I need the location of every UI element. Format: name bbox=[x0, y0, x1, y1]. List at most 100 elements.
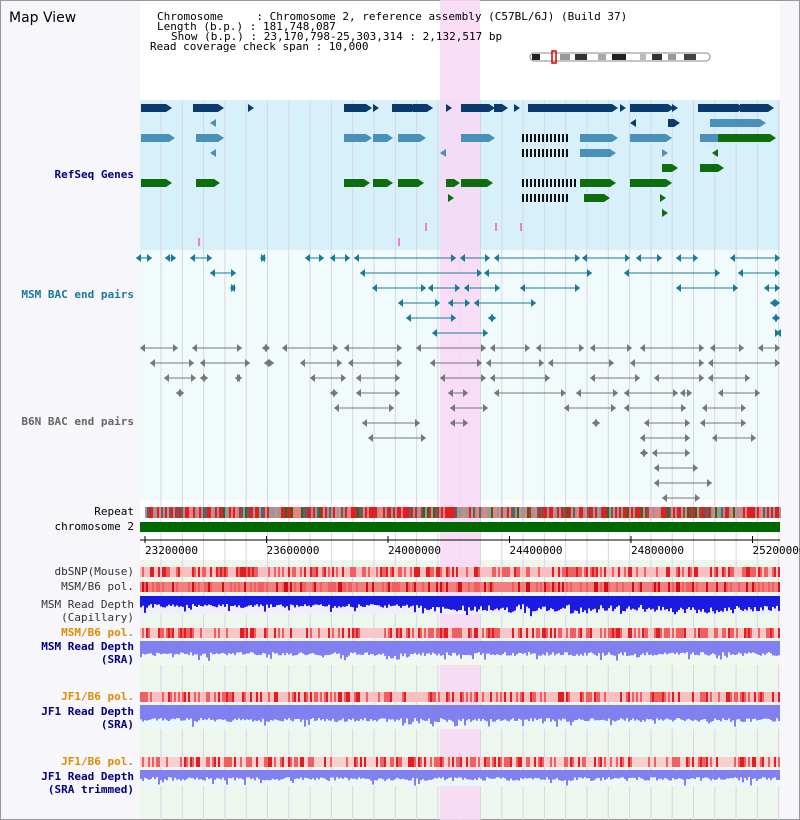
msm-capillary-depth-bar bbox=[318, 596, 320, 605]
gene bbox=[710, 119, 760, 127]
dbsnp-cell bbox=[580, 567, 582, 577]
exon bbox=[558, 194, 560, 202]
repeat-element bbox=[305, 507, 307, 518]
repeat-element bbox=[561, 507, 563, 518]
msm-sra-depth-bar bbox=[498, 641, 500, 655]
jf1-pol-trim-cell bbox=[486, 757, 488, 767]
msm-pol-sra-cell bbox=[250, 628, 252, 638]
dbsnp-cell bbox=[410, 567, 412, 577]
msm-pol-sra-cell bbox=[140, 628, 142, 638]
b6n-bac-label[interactable]: B6N BAC end pairs bbox=[21, 415, 134, 428]
jf1-sra-depth-bar bbox=[744, 705, 746, 722]
dbsnp-cell bbox=[324, 567, 326, 577]
repeat-element bbox=[287, 507, 289, 518]
bac-end-left bbox=[305, 254, 310, 262]
bac-end-right bbox=[625, 254, 630, 262]
jf1-sra-depth-bar bbox=[148, 705, 150, 721]
repeat-element bbox=[631, 507, 633, 518]
jf1-trimmed-depth-bar bbox=[362, 770, 364, 779]
refseq-label[interactable]: RefSeq Genes bbox=[54, 168, 134, 181]
msm-pol-cell bbox=[148, 582, 150, 592]
jf1-pol-cell bbox=[192, 692, 194, 702]
repeat-element bbox=[551, 507, 553, 518]
msm-capillary-depth-bar bbox=[674, 596, 676, 615]
msm-bac-label[interactable]: MSM BAC end pairs bbox=[21, 288, 134, 301]
jf1-pol-trim-cell bbox=[320, 757, 322, 767]
jf1-pol-cell bbox=[468, 692, 470, 702]
jf1-trimmed-depth-bar bbox=[674, 770, 676, 780]
jf1-sra-depth-bar bbox=[420, 705, 422, 719]
msm-pol-sra-cell bbox=[760, 628, 762, 638]
msm-pol-sra-cell bbox=[692, 628, 694, 638]
jf1-trimmed-depth-bar bbox=[418, 770, 420, 785]
jf1-pol-trim-cell bbox=[238, 757, 240, 767]
gene-arrow bbox=[387, 134, 393, 142]
msm-pol-cell bbox=[202, 582, 204, 592]
msm-pol-sra-cell bbox=[570, 628, 572, 638]
jf1-pol-cell bbox=[652, 692, 654, 702]
jf1-pol-cell bbox=[300, 692, 302, 702]
msm-capillary-depth-bar bbox=[226, 596, 228, 605]
repeat-element bbox=[157, 507, 159, 518]
msm-sra-depth-bar bbox=[534, 641, 536, 654]
dbsnp-cell bbox=[254, 567, 256, 577]
msm-b6-pol-label-2: MSM/B6 pol. bbox=[61, 626, 134, 639]
jf1-trimmed-depth-bar bbox=[348, 770, 350, 781]
jf1-sra-depth-bar bbox=[188, 705, 190, 720]
jf1-trimmed-depth-bar bbox=[706, 770, 708, 778]
msm-pol-sra-cell bbox=[184, 628, 186, 638]
msm-pol-cell bbox=[720, 582, 722, 592]
msm-sra-depth-bar bbox=[698, 641, 700, 656]
msm-pol-cell bbox=[358, 582, 360, 592]
msm-capillary-depth-bar bbox=[766, 596, 768, 607]
jf1-pol-cell bbox=[686, 692, 688, 702]
msm-pol-sra-cell bbox=[648, 628, 650, 638]
msm-pol-sra-cell bbox=[640, 628, 642, 638]
msm-pol-sra-cell bbox=[146, 628, 148, 638]
jf1-pol-trim-cell bbox=[308, 757, 310, 767]
repeat-element bbox=[219, 507, 221, 518]
msm-sra-depth-bar bbox=[690, 641, 692, 655]
msm-pol-sra-cell bbox=[488, 628, 490, 638]
bac-end-right bbox=[269, 359, 274, 367]
jf1-pol-trim-cell bbox=[178, 757, 180, 767]
exon bbox=[538, 149, 540, 157]
bac-end-left bbox=[484, 269, 489, 277]
dbsnp-cell bbox=[390, 567, 392, 577]
jf1-sra-depth-bar bbox=[352, 705, 354, 719]
repeat-element bbox=[265, 507, 267, 518]
jf1-pol-cell bbox=[466, 692, 468, 702]
msm-pol-sra-cell bbox=[666, 628, 668, 638]
jf1-pol-cell bbox=[576, 692, 578, 702]
jf1-trimmed-depth-bar bbox=[498, 770, 500, 778]
repeat-element bbox=[393, 507, 395, 518]
dbsnp-cell bbox=[332, 567, 334, 577]
repeat-element bbox=[665, 507, 667, 518]
repeat-element bbox=[319, 507, 321, 518]
msm-pol-sra-cell bbox=[554, 628, 556, 638]
jf1-pol-cell bbox=[242, 692, 244, 702]
jf1-sra-depth-bar bbox=[616, 705, 618, 721]
ideogram-band bbox=[560, 54, 570, 60]
gene-arrow bbox=[366, 134, 372, 142]
jf1-pol-cell bbox=[724, 692, 726, 702]
msm-sra-depth-bar bbox=[280, 641, 282, 656]
jf1-pol-trim-cell bbox=[604, 757, 606, 767]
msm-pol-sra-cell bbox=[188, 628, 190, 638]
jf1-pol-trim-cell bbox=[200, 757, 202, 767]
jf1-pol-trim-cell bbox=[296, 757, 298, 767]
jf1-sra-depth-bar bbox=[444, 705, 446, 720]
msm-pol-cell bbox=[398, 582, 400, 592]
msm-sra-depth-bar bbox=[336, 641, 338, 654]
msm-pol-cell bbox=[616, 582, 618, 592]
jf1-sra-depth-bar bbox=[656, 705, 658, 719]
bac-end-right bbox=[333, 389, 338, 397]
msm-pol-sra-cell bbox=[238, 628, 240, 638]
jf1-trimmed-depth-bar bbox=[304, 770, 306, 778]
jf1-pol-trim-cell bbox=[516, 757, 518, 767]
msm-pol-sra-cell bbox=[342, 628, 344, 638]
msm-pol-cell bbox=[256, 582, 258, 592]
jf1-trimmed-depth-bar bbox=[306, 770, 308, 779]
jf1-sra-depth-bar bbox=[692, 705, 694, 722]
jf1-sra-depth-bar bbox=[472, 705, 474, 721]
